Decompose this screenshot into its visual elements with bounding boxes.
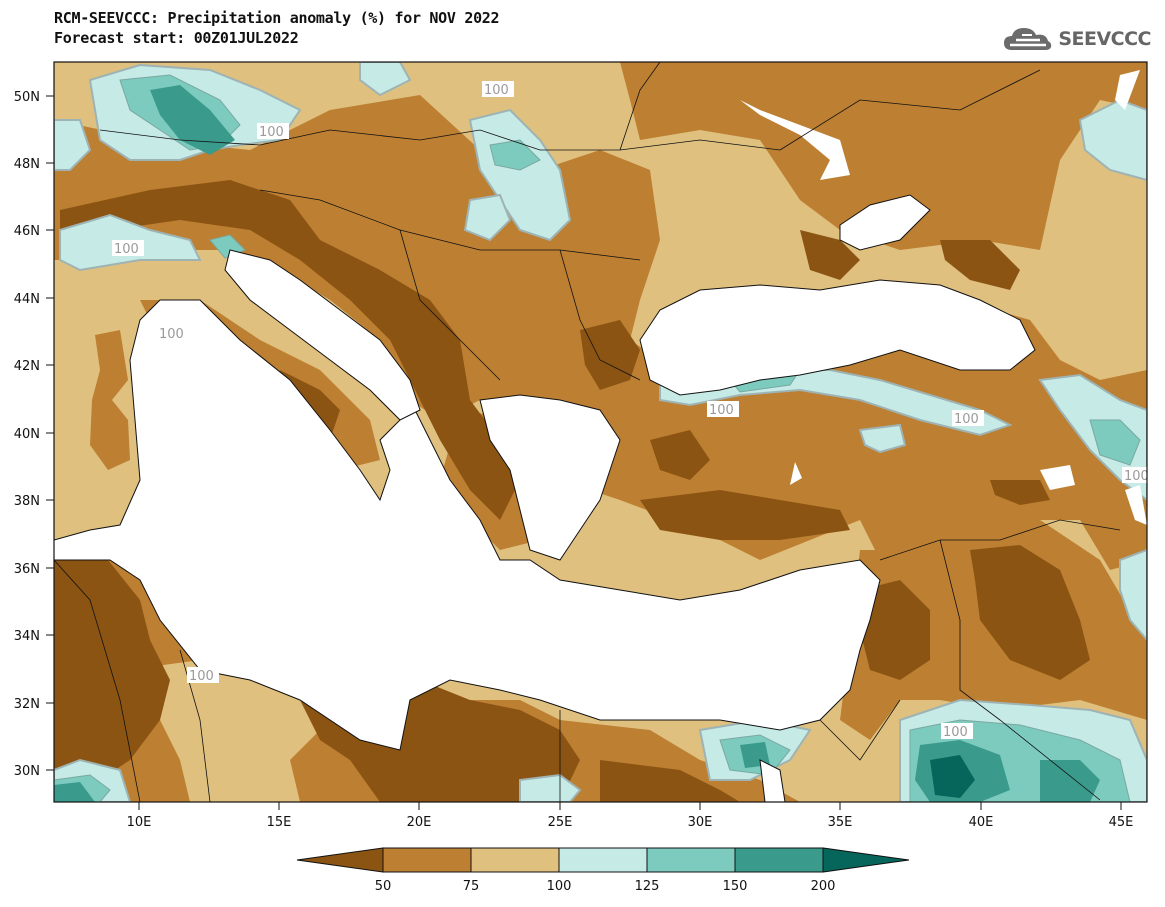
contour-label: 100 [257, 123, 289, 140]
lat-label: 40N [14, 427, 40, 442]
latitude-axis [46, 95, 54, 771]
colorbar-segment [558, 847, 648, 873]
colorbar-labels: 50 75 100 125 150 200 [375, 879, 836, 894]
colorbar-label: 150 [723, 879, 748, 894]
lat-label: 46N [14, 224, 40, 239]
colorbar-segment [734, 847, 824, 873]
colorbar-label: 50 [375, 879, 392, 894]
contour-label: 100 [157, 325, 189, 342]
forecast-start-label: Forecast start: 00Z01JUL2022 [54, 29, 299, 47]
lat-label: 44N [14, 292, 40, 307]
latitude-labels: 50N 48N 46N 44N 42N 40N 38N 36N 34N 32N … [14, 90, 40, 779]
longitude-axis [138, 802, 1122, 810]
contour-label: 100 [187, 667, 219, 684]
contour-label: 100 [112, 240, 144, 257]
map-frame [53, 61, 1148, 803]
seevccc-logo: SEEVCCC [1002, 24, 1151, 54]
colorbar-segment [296, 847, 384, 873]
lat-label: 38N [14, 494, 40, 509]
svg-text:100: 100 [943, 725, 968, 740]
colorbar [296, 847, 910, 873]
map-title-block: RCM-SEEVCCC: Precipitation anomaly (%) f… [54, 8, 500, 48]
svg-text:100: 100 [709, 403, 734, 418]
colorbar-segment [646, 847, 736, 873]
colorbar-label: 100 [547, 879, 572, 894]
lon-label: 20E [407, 815, 432, 830]
map-title: RCM-SEEVCCC: Precipitation anomaly (%) f… [54, 9, 500, 27]
svg-text:100: 100 [484, 83, 509, 98]
lat-label: 50N [14, 90, 40, 105]
anomaly-above-200-areas [930, 755, 975, 798]
svg-text:100: 100 [1124, 469, 1149, 484]
contour-label: 100 [941, 723, 973, 740]
colorbar-segment [822, 847, 910, 873]
lon-label: 15E [267, 815, 292, 830]
lon-label: 25E [548, 815, 573, 830]
contour-label: 100 [707, 401, 739, 418]
lon-label: 10E [127, 815, 152, 830]
colorbar-label: 200 [811, 879, 836, 894]
lon-label: 30E [688, 815, 713, 830]
missing-data-patches [740, 70, 1147, 525]
lon-label: 35E [828, 815, 853, 830]
lon-label: 45E [1109, 815, 1134, 830]
logo-text: SEEVCCC [1058, 28, 1151, 50]
svg-text:100: 100 [954, 412, 979, 427]
colorbar-segment [382, 847, 472, 873]
lat-label: 32N [14, 697, 40, 712]
cloud-icon [1004, 28, 1052, 50]
svg-text:100: 100 [189, 669, 214, 684]
contour-label: 100 [1122, 467, 1149, 484]
country-borders [54, 62, 1121, 802]
lat-label: 34N [14, 629, 40, 644]
lat-label: 48N [14, 157, 40, 172]
svg-text:100: 100 [159, 327, 184, 342]
contour-label: 100 [482, 81, 514, 98]
lon-label: 40E [969, 815, 994, 830]
longitude-labels: 10E 15E 20E 25E 30E 35E 40E 45E [127, 815, 1134, 830]
colorbar-label: 125 [635, 879, 660, 894]
colorbar-segment [470, 847, 560, 873]
contour-labels: 100 100 100 100 100 100 100 100 100 [112, 81, 1149, 740]
lat-label: 36N [14, 562, 40, 577]
contour-label: 100 [952, 410, 984, 427]
map-field: 100 100 100 100 100 100 100 100 100 [54, 62, 1149, 802]
svg-text:100: 100 [259, 125, 284, 140]
lat-label: 42N [14, 359, 40, 374]
colorbar-label: 75 [463, 879, 480, 894]
svg-text:100: 100 [114, 242, 139, 257]
sea-areas [54, 194, 1036, 802]
lat-label: 30N [14, 764, 40, 779]
